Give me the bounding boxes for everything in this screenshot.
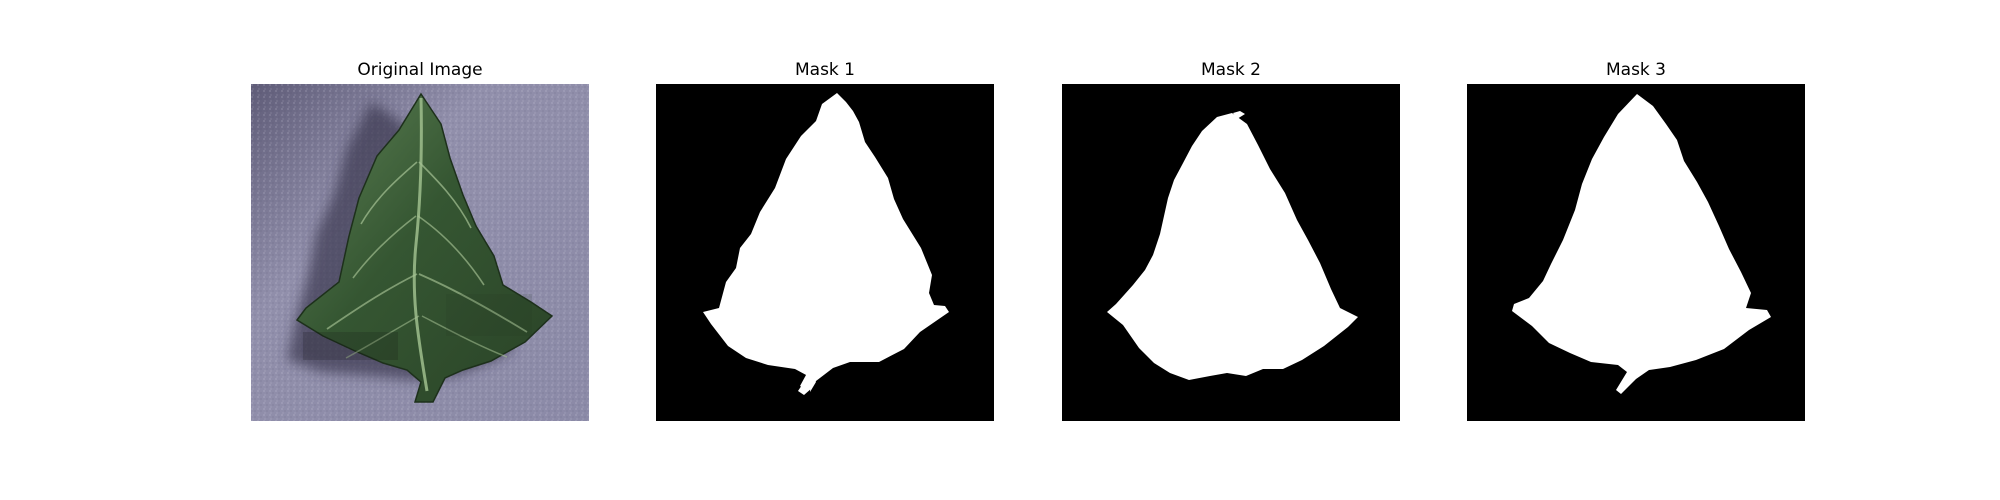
leaf-mask-shape [1107, 113, 1358, 380]
mask-2-image [1062, 84, 1400, 421]
leaf-mask-shape [703, 93, 949, 395]
leaf-shape [295, 92, 554, 403]
original-image-panel: Original Image [251, 0, 589, 500]
mask-3-panel: Mask 3 [1467, 0, 1805, 500]
mask-1-image [656, 84, 994, 421]
panel-title-mask-1: Mask 1 [794, 60, 855, 80]
mask-1-panel: Mask 1 [656, 0, 994, 500]
leaf-mask-shape [1512, 94, 1771, 394]
panel-title-original: Original Image [357, 60, 483, 80]
panel-title-mask-2: Mask 2 [1200, 60, 1261, 80]
mask-3-image [1467, 84, 1805, 421]
leaf-midrib [412, 97, 429, 392]
panel-title-mask-3: Mask 3 [1605, 60, 1666, 80]
mask-2-panel: Mask 2 [1062, 0, 1400, 500]
original-leaf-photo [251, 84, 589, 421]
